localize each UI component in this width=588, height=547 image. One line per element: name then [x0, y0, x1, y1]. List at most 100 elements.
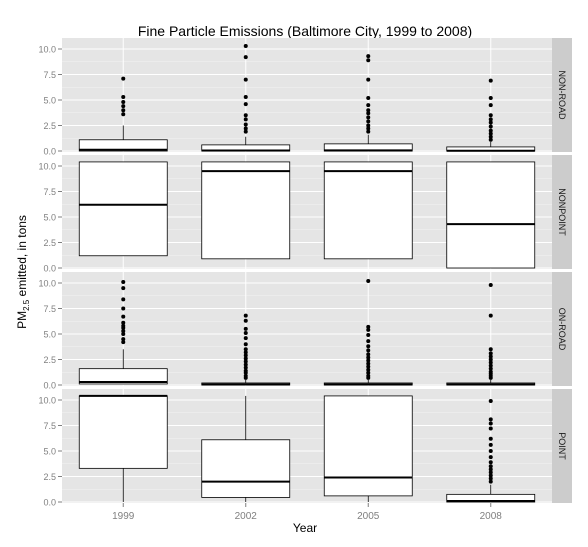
x-tick-label: 1999 — [112, 511, 135, 522]
outlier-point — [488, 479, 493, 484]
outlier-point — [121, 323, 126, 328]
outlier-point — [488, 128, 493, 133]
outlier-point — [488, 103, 493, 108]
outlier-point — [366, 278, 371, 283]
y-tick-label: 7.5 — [43, 187, 56, 197]
outlier-point — [121, 340, 126, 345]
box-2008 — [446, 283, 536, 386]
outlier-point — [366, 115, 371, 120]
outlier-point — [488, 417, 493, 422]
box-body — [323, 161, 413, 260]
outlier-point — [488, 347, 493, 352]
outlier-point — [243, 326, 248, 331]
outlier-point — [121, 328, 126, 333]
box-2002 — [201, 313, 291, 386]
outlier-point — [488, 473, 493, 478]
outlier-point — [366, 339, 371, 344]
outlier-point — [488, 78, 493, 83]
outlier-point — [488, 442, 493, 447]
outlier-point — [121, 112, 126, 117]
outlier-point — [366, 58, 371, 63]
y-axis-label-suffix: emitted, in tons — [15, 215, 29, 300]
outlier-point — [488, 313, 493, 318]
facet-panel: 0.0 2.5 5.0 7.5 10.0 ON-ROAD — [38, 272, 572, 391]
box-2005 — [323, 161, 413, 260]
outlier-point — [366, 108, 371, 113]
outlier-point — [121, 306, 126, 311]
outlier-point — [243, 356, 248, 361]
outlier-point — [366, 126, 371, 131]
outlier-point — [121, 94, 126, 99]
y-tick-label: 5.0 — [43, 96, 56, 106]
box-2005 — [323, 278, 413, 386]
outlier-point — [243, 318, 248, 323]
x-tick-label: 2005 — [357, 511, 380, 522]
box-1999 — [78, 279, 168, 385]
outlier-point — [243, 94, 248, 99]
box-2002 — [201, 161, 291, 260]
outlier-point — [121, 314, 126, 319]
outlier-point — [243, 43, 248, 48]
box-body — [201, 161, 291, 260]
facet-panel: 0.0 2.5 5.0 7.5 10.0 POINT — [38, 389, 572, 508]
y-axis-label-subscript: 2.5 — [22, 299, 31, 311]
outlier-point — [488, 363, 493, 368]
box-2005 — [323, 54, 413, 152]
box-body — [323, 395, 413, 497]
box-body — [446, 161, 536, 269]
outlier-point — [366, 327, 371, 332]
outlier-point — [366, 370, 371, 375]
outlier-point — [243, 350, 248, 355]
outlier-point — [488, 426, 493, 431]
outlier-point — [488, 476, 493, 481]
outlier-point — [121, 337, 126, 342]
y-tick-label: 0.0 — [43, 381, 56, 391]
outlier-point — [488, 455, 493, 460]
outlier-point — [488, 464, 493, 469]
box-2008 — [446, 399, 536, 503]
outlier-point — [488, 117, 493, 122]
box-1999 — [78, 394, 168, 502]
box-body — [78, 395, 168, 469]
outlier-point — [121, 104, 126, 109]
outlier-point — [121, 320, 126, 325]
y-tick-label: 2.5 — [43, 355, 56, 365]
outlier-point — [243, 313, 248, 318]
outlier-point — [488, 449, 493, 453]
outlier-point — [243, 373, 248, 378]
outlier-point — [243, 365, 248, 370]
outlier-point — [488, 360, 493, 365]
y-tick-label: 10.0 — [38, 396, 56, 406]
y-tick-label: 0.0 — [43, 498, 56, 508]
outlier-point — [243, 113, 248, 118]
facet-label: NONPOINT — [557, 188, 567, 236]
outlier-point — [488, 113, 493, 118]
outlier-point — [243, 330, 248, 335]
facet-strip — [552, 389, 572, 503]
outlier-point — [488, 421, 493, 426]
box-2002 — [201, 43, 291, 152]
y-tick-label: 10.0 — [38, 279, 56, 289]
outlier-point — [488, 95, 493, 100]
facet-panel: 0.0 2.5 5.0 7.5 10.0 NONPOINT — [38, 155, 572, 274]
outlier-point — [243, 359, 248, 364]
facet-strip — [552, 38, 572, 152]
outlier-point — [488, 120, 493, 125]
panel-background — [62, 38, 552, 152]
outlier-point — [243, 117, 248, 122]
outlier-point — [243, 55, 248, 60]
outlier-point — [488, 283, 493, 288]
outlier-point — [243, 336, 248, 341]
outlier-point — [243, 362, 248, 367]
outlier-point — [366, 367, 371, 372]
box-body — [201, 439, 291, 498]
box-2008 — [446, 161, 536, 269]
y-tick-label: 7.5 — [43, 70, 56, 80]
outlier-point — [488, 354, 493, 359]
outlier-point — [243, 126, 248, 131]
y-tick-label: 0.0 — [43, 147, 56, 157]
outlier-point — [488, 124, 493, 129]
y-tick-label: 2.5 — [43, 472, 56, 482]
outlier-point — [243, 122, 248, 127]
outlier-point — [366, 54, 371, 59]
